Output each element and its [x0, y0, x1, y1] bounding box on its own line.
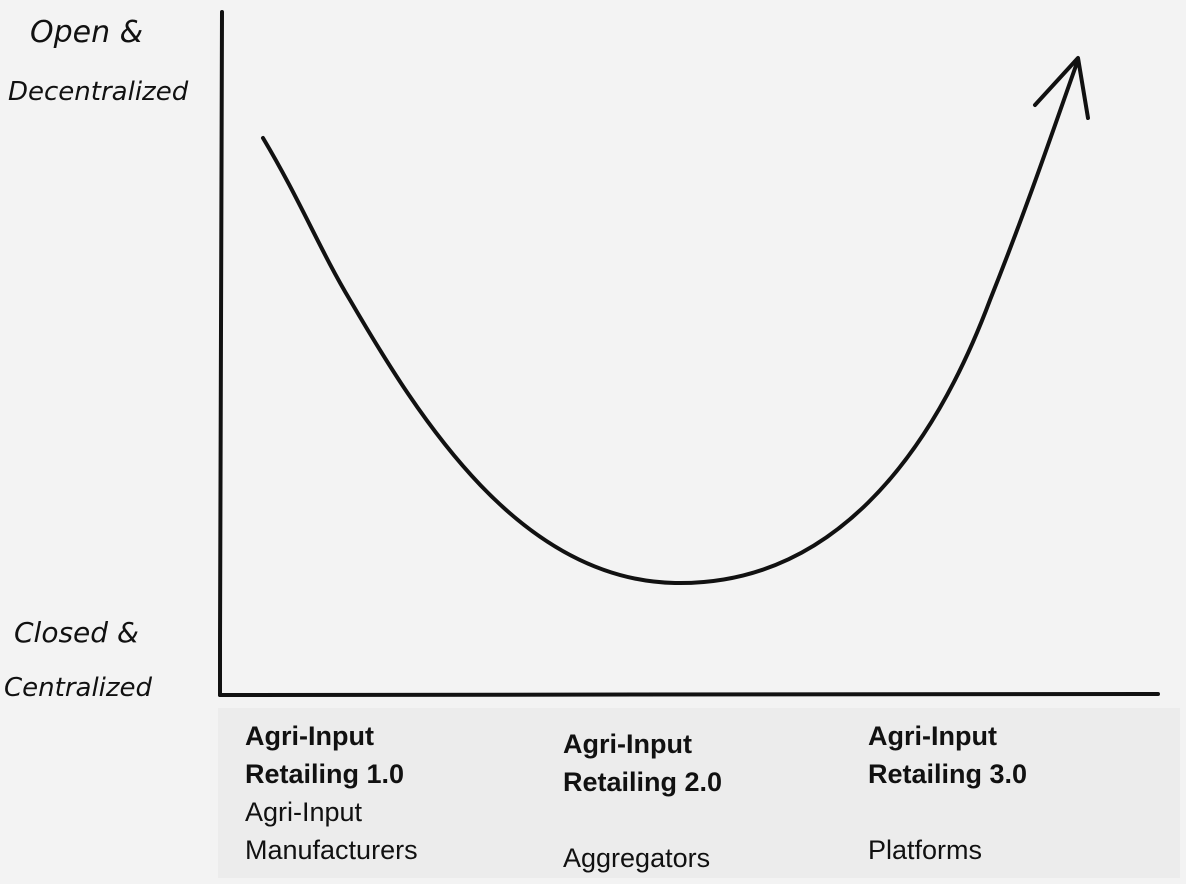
y-bottom-label-line1: Closed &: [14, 616, 139, 649]
stage-desc-line1: Platforms: [868, 835, 983, 865]
x-axis-line: [218, 692, 1160, 697]
stage-title-line2: Retailing 2.0: [563, 767, 723, 797]
stage-desc-line1: Aggregators: [563, 843, 711, 873]
stage-desc-line1: Agri-Input: [245, 797, 363, 827]
stage-label-panel: [218, 708, 1180, 878]
stage-retailing-1: Agri-Input Retailing 1.0 Agri-Input Manu…: [245, 717, 505, 869]
stage-retailing-2: Agri-Input Retailing 2.0 Aggregators: [563, 725, 823, 877]
stage-retailing-3: Agri-Input Retailing 3.0 Platforms: [868, 717, 1128, 869]
y-axis-line: [218, 10, 224, 697]
y-top-label-line1: Open &: [30, 15, 143, 50]
y-bottom-label-line2: Centralized: [4, 673, 153, 703]
stage-title-line2: Retailing 3.0: [868, 759, 1028, 789]
stage-title-line2: Retailing 1.0: [245, 759, 405, 789]
stage-title-line1: Agri-Input: [563, 729, 692, 759]
arrow-head-icon: [1033, 56, 1090, 120]
stage-desc-line2: Manufacturers: [245, 835, 418, 865]
u-curve: [261, 58, 1080, 586]
y-top-label-line2: Decentralized: [8, 77, 189, 107]
stage-title-line1: Agri-Input: [245, 721, 374, 751]
stage-title-line1: Agri-Input: [868, 721, 997, 751]
